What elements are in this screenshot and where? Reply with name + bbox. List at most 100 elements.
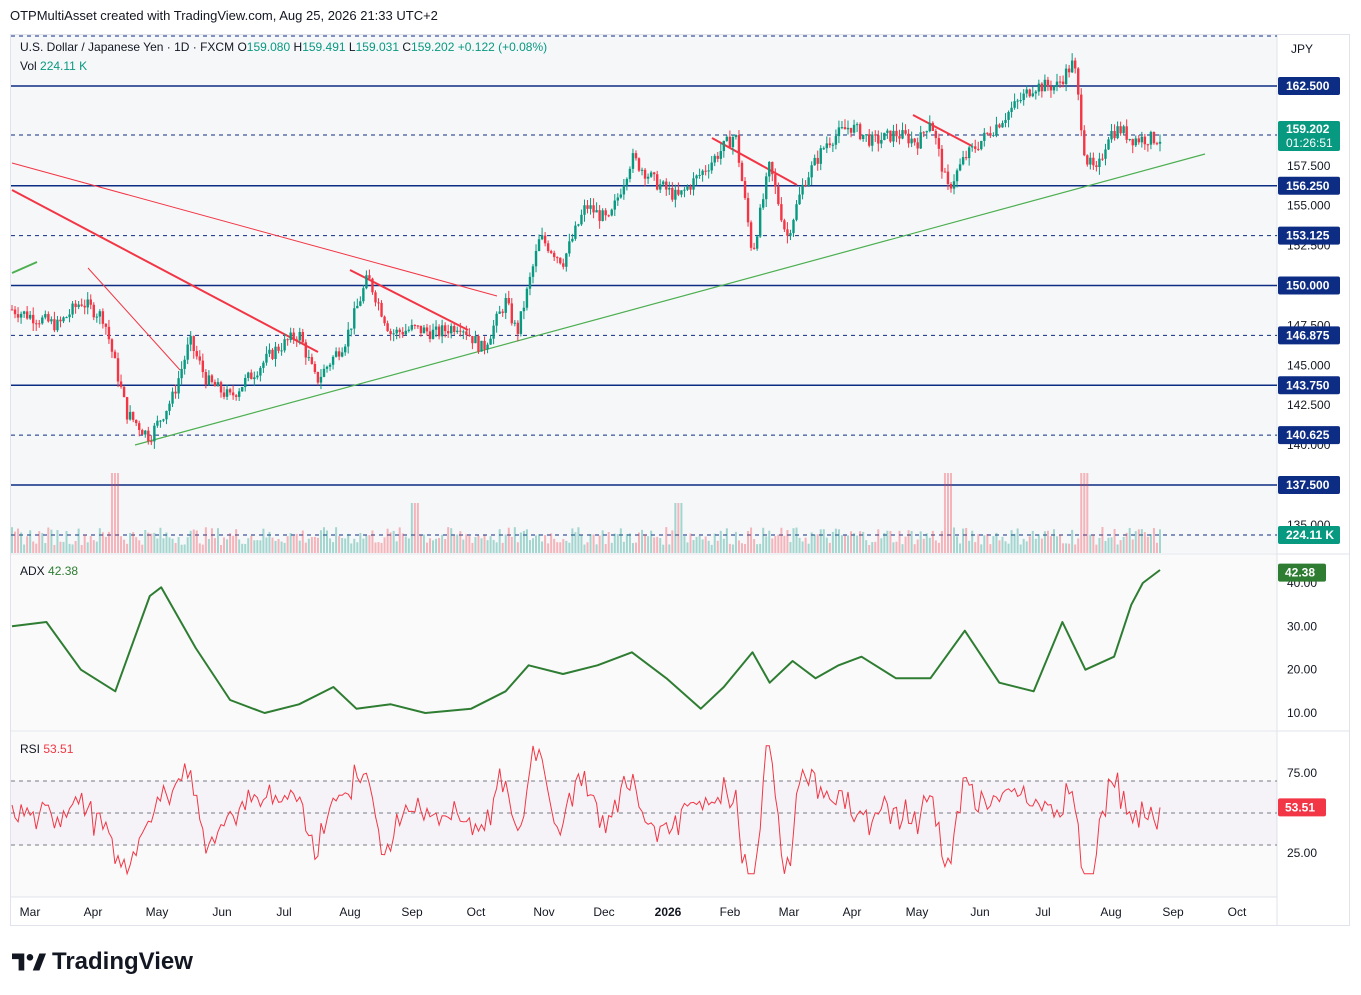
candle-body (1146, 144, 1150, 146)
candle-body (886, 130, 889, 133)
candle-body (422, 327, 426, 334)
volume-bar (616, 534, 619, 553)
time-tick-label: May (906, 905, 929, 919)
volume-bar (619, 528, 622, 553)
level-badge (1278, 226, 1340, 245)
candle-body (428, 331, 432, 339)
candle-body (1140, 136, 1144, 143)
volume-bar (429, 538, 432, 553)
volume-bar (695, 536, 698, 553)
volume-bar (747, 531, 750, 553)
volume-bar (295, 533, 298, 553)
candle-body (955, 170, 959, 182)
candle-body (1119, 126, 1122, 134)
volume-bar (1101, 527, 1104, 553)
volume-bar (1037, 534, 1040, 553)
candle-body (834, 136, 838, 145)
candle-body (171, 391, 174, 404)
tradingview-logo[interactable]: TradingView (12, 948, 193, 976)
candle-body (216, 382, 220, 387)
price-tick-label: 157.500 (1287, 159, 1331, 173)
volume-bar (638, 532, 641, 553)
candle-body (110, 339, 114, 352)
candle-body (1013, 101, 1016, 108)
volume-bar (229, 533, 232, 553)
volume-bar (220, 544, 223, 553)
volume-bar (768, 530, 771, 553)
candle-body (964, 157, 968, 159)
volume-bar (322, 527, 325, 553)
time-tick-label: Aug (1100, 905, 1121, 919)
volume-bar (132, 532, 135, 553)
volume-bar (574, 532, 577, 553)
volume-bar (438, 537, 441, 553)
candle-body (737, 135, 741, 163)
volume-bar (174, 542, 177, 553)
candle-body (89, 299, 92, 305)
volume-bar (792, 528, 795, 553)
volume-bar (147, 532, 150, 553)
change-value: +0.122 (+0.08%) (457, 40, 548, 54)
volume-bar (29, 530, 32, 553)
volume-bar (271, 537, 274, 553)
candle-body (283, 339, 286, 351)
volume-bar (910, 531, 913, 553)
volume-bar (162, 538, 165, 553)
candle-body (347, 329, 350, 347)
candle-body (864, 134, 868, 136)
candle-body (274, 346, 277, 359)
volume-bar (26, 536, 29, 553)
candle-body (816, 157, 819, 164)
candle-body (940, 148, 944, 172)
candle-body (892, 130, 895, 142)
volume-bar (53, 544, 56, 553)
volume-bar (895, 541, 898, 553)
volume-bar (953, 527, 956, 553)
candle-body (1052, 86, 1056, 91)
volume-bar (126, 543, 129, 553)
candle-body (465, 331, 468, 335)
volume-bar (156, 538, 159, 553)
volume-bar (210, 528, 213, 553)
volume-bar (11, 527, 13, 553)
candle-body (195, 351, 198, 357)
time-tick-label: Feb (720, 905, 741, 919)
volume-bar (1119, 540, 1122, 553)
candle-body (295, 339, 298, 341)
volume-bar (350, 543, 353, 553)
volume-bar (1049, 536, 1052, 553)
volume-bar (765, 536, 768, 553)
volume-bar (392, 530, 395, 553)
candle-body (843, 127, 847, 130)
volume-bar (698, 535, 701, 553)
candle-body (38, 323, 41, 325)
candle-body (383, 316, 386, 324)
volume-bar (943, 473, 946, 553)
level-badge (1278, 476, 1340, 494)
volume-bar (1016, 528, 1019, 553)
candle-body (556, 257, 559, 259)
downtrend-line (11, 162, 498, 297)
candle-body (440, 325, 444, 337)
volume-bar (56, 529, 59, 553)
volume-bar (837, 529, 840, 553)
level-badge-label: 156.250 (1286, 179, 1330, 193)
volume-bar (207, 539, 210, 553)
volume-bar (949, 473, 952, 553)
volume-bar (701, 539, 704, 553)
candle-body (674, 189, 677, 200)
volume-bar (510, 536, 513, 553)
volume-bar (656, 536, 659, 553)
volume-bar (713, 533, 716, 553)
tradingview-logo-icon (12, 953, 46, 971)
volume-bar (380, 542, 383, 553)
volume-bar (117, 473, 120, 553)
volume-bar (898, 530, 901, 553)
volume-bar (486, 540, 489, 553)
volume-bar (268, 531, 271, 553)
currency-label: JPY (1291, 42, 1313, 56)
candle-body (983, 132, 986, 141)
volume-bar (535, 535, 538, 553)
volume-bar (1152, 528, 1155, 553)
